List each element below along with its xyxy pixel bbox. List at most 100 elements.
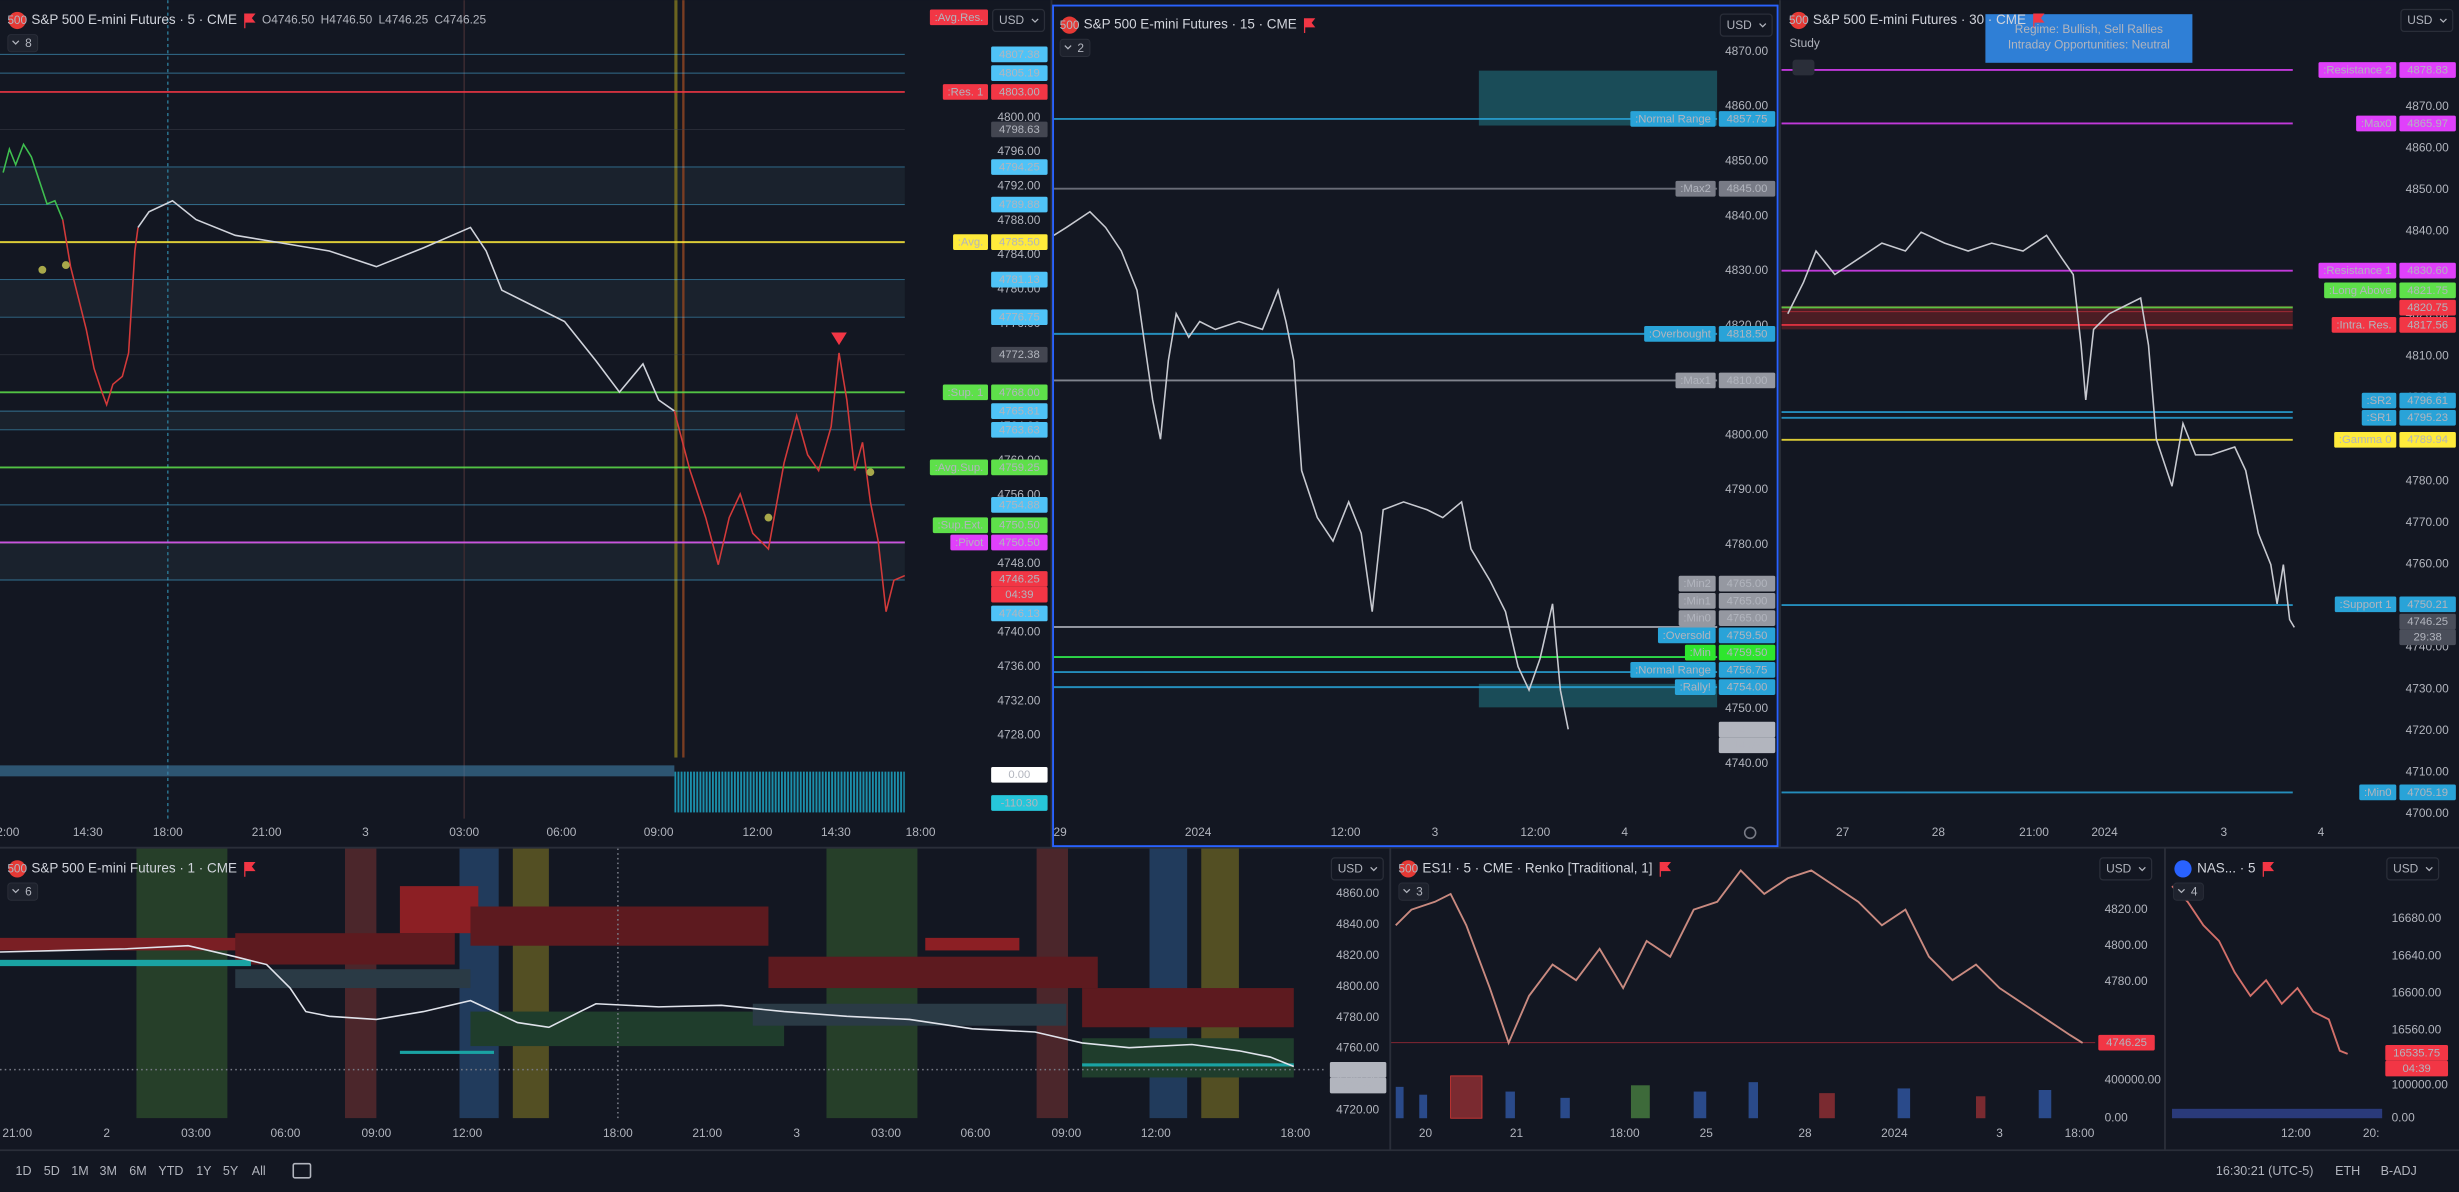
y-tick-label: 4860.00 (1725, 99, 1768, 113)
currency-button[interactable] (2099, 857, 2153, 881)
pane-title[interactable]: S&P 500 E-mini Futures · 1 · CME (31, 860, 237, 875)
x-tick-label: 03:00 (181, 1126, 211, 1140)
range-button[interactable]: 1Y (196, 1164, 212, 1178)
price-tag-text: 4781.13 (999, 274, 1040, 286)
price-tag-text: 4830.60 (2407, 265, 2448, 277)
price-tag (991, 605, 1048, 622)
level-label-text: :Avg. (958, 237, 984, 249)
range-button[interactable]: 6M (129, 1164, 146, 1178)
pane-title[interactable]: S&P 500 E-mini Futures · 30 · CME (1813, 12, 2026, 27)
level-label-text: :Support 1 (2340, 599, 2392, 611)
level-label-text: :Oversold (1663, 630, 1711, 642)
date-range-icon[interactable] (292, 1162, 312, 1179)
currency-button[interactable] (2386, 857, 2440, 881)
price-tag (2399, 613, 2456, 630)
price-tag (1718, 721, 1776, 738)
collapse-button[interactable] (1792, 59, 1815, 76)
bottom-toolbar (0, 1151, 2459, 1192)
pane-title[interactable]: S&P 500 E-mini Futures · 15 · CME (1084, 17, 1297, 32)
level-label-text: :Sup.Ext. (938, 520, 984, 532)
indicator-badge[interactable] (2173, 882, 2204, 901)
y-tick-label: 4810.00 (2406, 348, 2449, 362)
currency: USD (2407, 13, 2433, 27)
currency-button[interactable] (992, 8, 1046, 33)
x-tick-label: 25 (1700, 1126, 1714, 1140)
range-button[interactable]: 1M (71, 1164, 88, 1178)
x-tick-label: 3 (362, 825, 369, 839)
y-tick-label: 4792.00 (997, 178, 1040, 192)
level-label (953, 234, 988, 250)
price-tag-text: 4817.56 (2407, 319, 2448, 331)
countdown-tag (991, 586, 1048, 603)
range-button[interactable]: 3M (99, 1164, 116, 1178)
x-tick-label: 18:00 (153, 825, 183, 839)
settings-icon[interactable] (1743, 826, 1757, 840)
currency-button[interactable] (1719, 13, 1773, 37)
x-tick-label: 18:00 (2065, 1126, 2095, 1140)
currency-button[interactable] (1330, 857, 1384, 881)
indicator-badge[interactable] (7, 34, 39, 53)
indicator-count: 8 (25, 36, 32, 50)
range-button[interactable]: 5D (44, 1164, 60, 1178)
x-tick-label: 21:00 (2019, 825, 2049, 839)
adjust-toggle[interactable]: B-ADJ (2381, 1164, 2417, 1178)
price-tag-text: 4821.75 (2407, 285, 2448, 297)
level-label-text: :Max0 (2361, 118, 2392, 130)
range-button[interactable]: 1D (16, 1164, 32, 1178)
currency: USD (1338, 861, 1364, 875)
level-label (2318, 62, 2397, 78)
range-button[interactable]: All (252, 1164, 266, 1178)
symbol-logo (2174, 860, 2192, 878)
level-label (1630, 662, 1716, 678)
price-tag (991, 309, 1048, 326)
symbol-logo-text: 500 (1060, 18, 1080, 32)
level-label-text: :SR2 (2366, 395, 2391, 407)
price-tag-text: 4746.25 (1727, 724, 1768, 736)
range-button[interactable]: YTD (158, 1164, 183, 1178)
x-tick-label: 12:00 (452, 1126, 482, 1140)
price-tag-text: 4865.97 (2407, 118, 2448, 130)
countdown-tag (2399, 629, 2456, 646)
indicator-badge[interactable] (7, 882, 39, 901)
level-label-text: :Resistance 2 (2323, 64, 2391, 76)
x-tick-label: 09:00 (644, 825, 674, 839)
level-label-text: :Avg.Res. (935, 12, 984, 24)
price-tag (1329, 1061, 1387, 1078)
currency-button[interactable] (2400, 8, 2454, 33)
y-tick-label: 4732.00 (997, 693, 1040, 707)
session-toggle[interactable]: ETH (2335, 1164, 2360, 1178)
price-tag (991, 534, 1048, 551)
level-label-text: :Normal Range (1635, 113, 1711, 125)
price-tag (991, 121, 1048, 138)
symbol-logo (1399, 860, 1417, 878)
price-tag (991, 384, 1048, 401)
y-tick-label: 4800.00 (997, 110, 1040, 124)
x-tick-label: 18:00 (603, 1126, 633, 1140)
chevron (2425, 866, 2433, 872)
price-tag (2098, 1034, 2155, 1051)
price-tag-text: 4772.38 (999, 349, 1040, 361)
price-tag (2399, 115, 2456, 132)
pane-title[interactable]: NAS... · 5 (2197, 860, 2255, 875)
y-tick-label: 4730.00 (2406, 681, 2449, 695)
pane-title[interactable]: S&P 500 E-mini Futures · 5 · CME (31, 12, 237, 27)
symbol-logo-text: 500 (7, 13, 27, 27)
pane-title[interactable]: ES1! · 5 · CME · Renko [Traditional, 1] (1422, 860, 1652, 875)
price-tag (1718, 326, 1776, 342)
level-label-text: :Intra. Res. (2336, 319, 2391, 331)
y-tick-label: 4840.00 (2406, 224, 2449, 238)
indicator-badge[interactable] (1398, 882, 1430, 901)
level-label (2318, 262, 2397, 279)
level-label-text: :Gamma 0 (2339, 434, 2392, 446)
price-tag-text: 4765.00 (1727, 613, 1768, 625)
symbol-logo (8, 860, 26, 878)
range-button[interactable]: 5Y (223, 1164, 239, 1178)
y-tick-label: 4850.00 (1725, 153, 1768, 167)
indicator-tag (991, 795, 1048, 811)
y-tick-label: 4760.00 (1336, 1041, 1379, 1055)
indicator-badge[interactable] (1059, 38, 1091, 57)
price-tag (991, 46, 1048, 63)
y-tick-label: 4740.00 (997, 625, 1040, 639)
price-tag-text: 4746.25 (1338, 1064, 1379, 1076)
y-tick-label: 4770.00 (2406, 515, 2449, 529)
